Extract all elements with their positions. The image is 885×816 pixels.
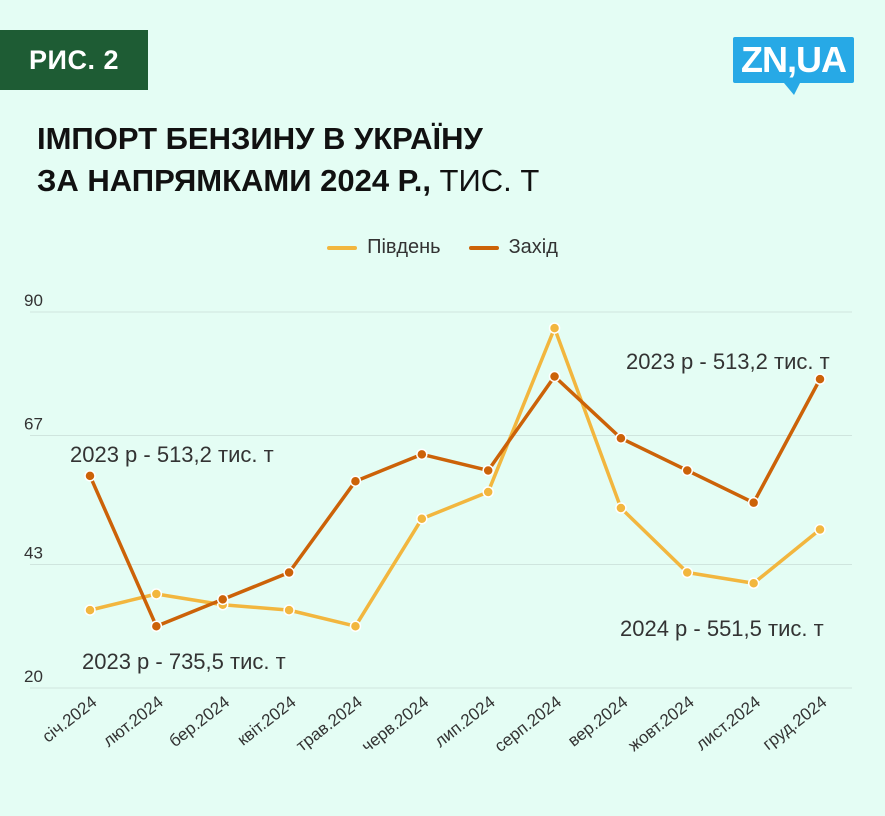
x-tick-label: бер.2024 (166, 692, 234, 751)
x-tick-label: вер.2024 (564, 692, 631, 750)
data-point (681, 566, 694, 579)
x-tick-label: лют.2024 (99, 692, 166, 751)
data-point (482, 464, 494, 477)
x-tick-label: січ.2024 (39, 692, 101, 746)
title-line-1: ІМПОРТ БЕНЗИНУ В УКРАЇНУ (37, 121, 483, 156)
zn-ua-logo: ZN,UA (733, 37, 854, 83)
legend-item-west: Захід (468, 236, 558, 259)
chart-legend: Південь Захід (0, 236, 885, 259)
data-point (747, 496, 760, 509)
title-unit: ТИС. Т (430, 163, 540, 198)
data-point (548, 322, 561, 334)
data-point (283, 604, 295, 616)
annotations: 2023 р - 513,2 тис. т 2023 р - 735,5 тис.… (70, 349, 830, 674)
data-point (681, 464, 694, 477)
x-tick-label: черв.2024 (358, 692, 432, 756)
data-point (349, 620, 362, 632)
data-point (615, 502, 627, 514)
data-point (548, 370, 561, 383)
data-point (615, 432, 627, 444)
chart-title: ІМПОРТ БЕНЗИНУ В УКРАЇНУ ЗА НАПРЯМКАМИ 2… (37, 118, 539, 202)
data-point (150, 620, 163, 632)
series-west (84, 370, 826, 632)
data-point (814, 373, 826, 385)
data-point (747, 577, 760, 590)
data-point (216, 593, 229, 606)
figure-badge: РИС. 2 (0, 30, 148, 90)
x-tick-label: лист.2024 (692, 692, 764, 754)
data-point (84, 470, 96, 482)
x-tick-label: квіт.2024 (234, 692, 300, 749)
y-tick-label: 67 (24, 415, 43, 434)
annotation-label: 2023 р - 513,2 тис. т (626, 349, 830, 374)
annotation-label: 2023 р - 513,2 тис. т (70, 442, 274, 467)
legend-label-south: Південь (367, 236, 441, 258)
x-tick-label: трав.2024 (293, 692, 366, 755)
y-tick-label: 20 (24, 667, 43, 686)
y-tick-label: 90 (24, 291, 43, 310)
legend-swatch-west (468, 245, 499, 250)
legend-label-west: Захід (508, 236, 558, 258)
legend-item-south: Південь (327, 236, 441, 259)
x-tick-label: лип.2024 (431, 692, 499, 751)
y-tick-label: 43 (24, 543, 43, 562)
legend-swatch-south (327, 245, 358, 250)
data-point (416, 448, 428, 461)
y-axis-ticks: 20 43 67 90 (24, 291, 43, 686)
data-point (349, 475, 362, 487)
x-tick-label: груд.2024 (759, 692, 830, 754)
logo-speech-tail (784, 83, 800, 95)
x-tick-label: серп.2024 (491, 692, 565, 756)
series-line (88, 374, 822, 628)
x-tick-label: жовт.2024 (625, 692, 698, 755)
annotation-label: 2024 р - 551,5 тис. т (620, 616, 824, 641)
series-lines (84, 322, 826, 632)
title-line-2: ЗА НАПРЯМКАМИ 2024 Р., (37, 163, 431, 198)
data-point (814, 523, 826, 536)
annotation-label: 2023 р - 735,5 тис. т (82, 649, 286, 674)
data-point (416, 513, 428, 525)
grid-lines (30, 311, 852, 689)
data-point (84, 604, 96, 616)
data-point (150, 588, 163, 600)
data-point (283, 566, 295, 579)
data-point (482, 486, 494, 498)
